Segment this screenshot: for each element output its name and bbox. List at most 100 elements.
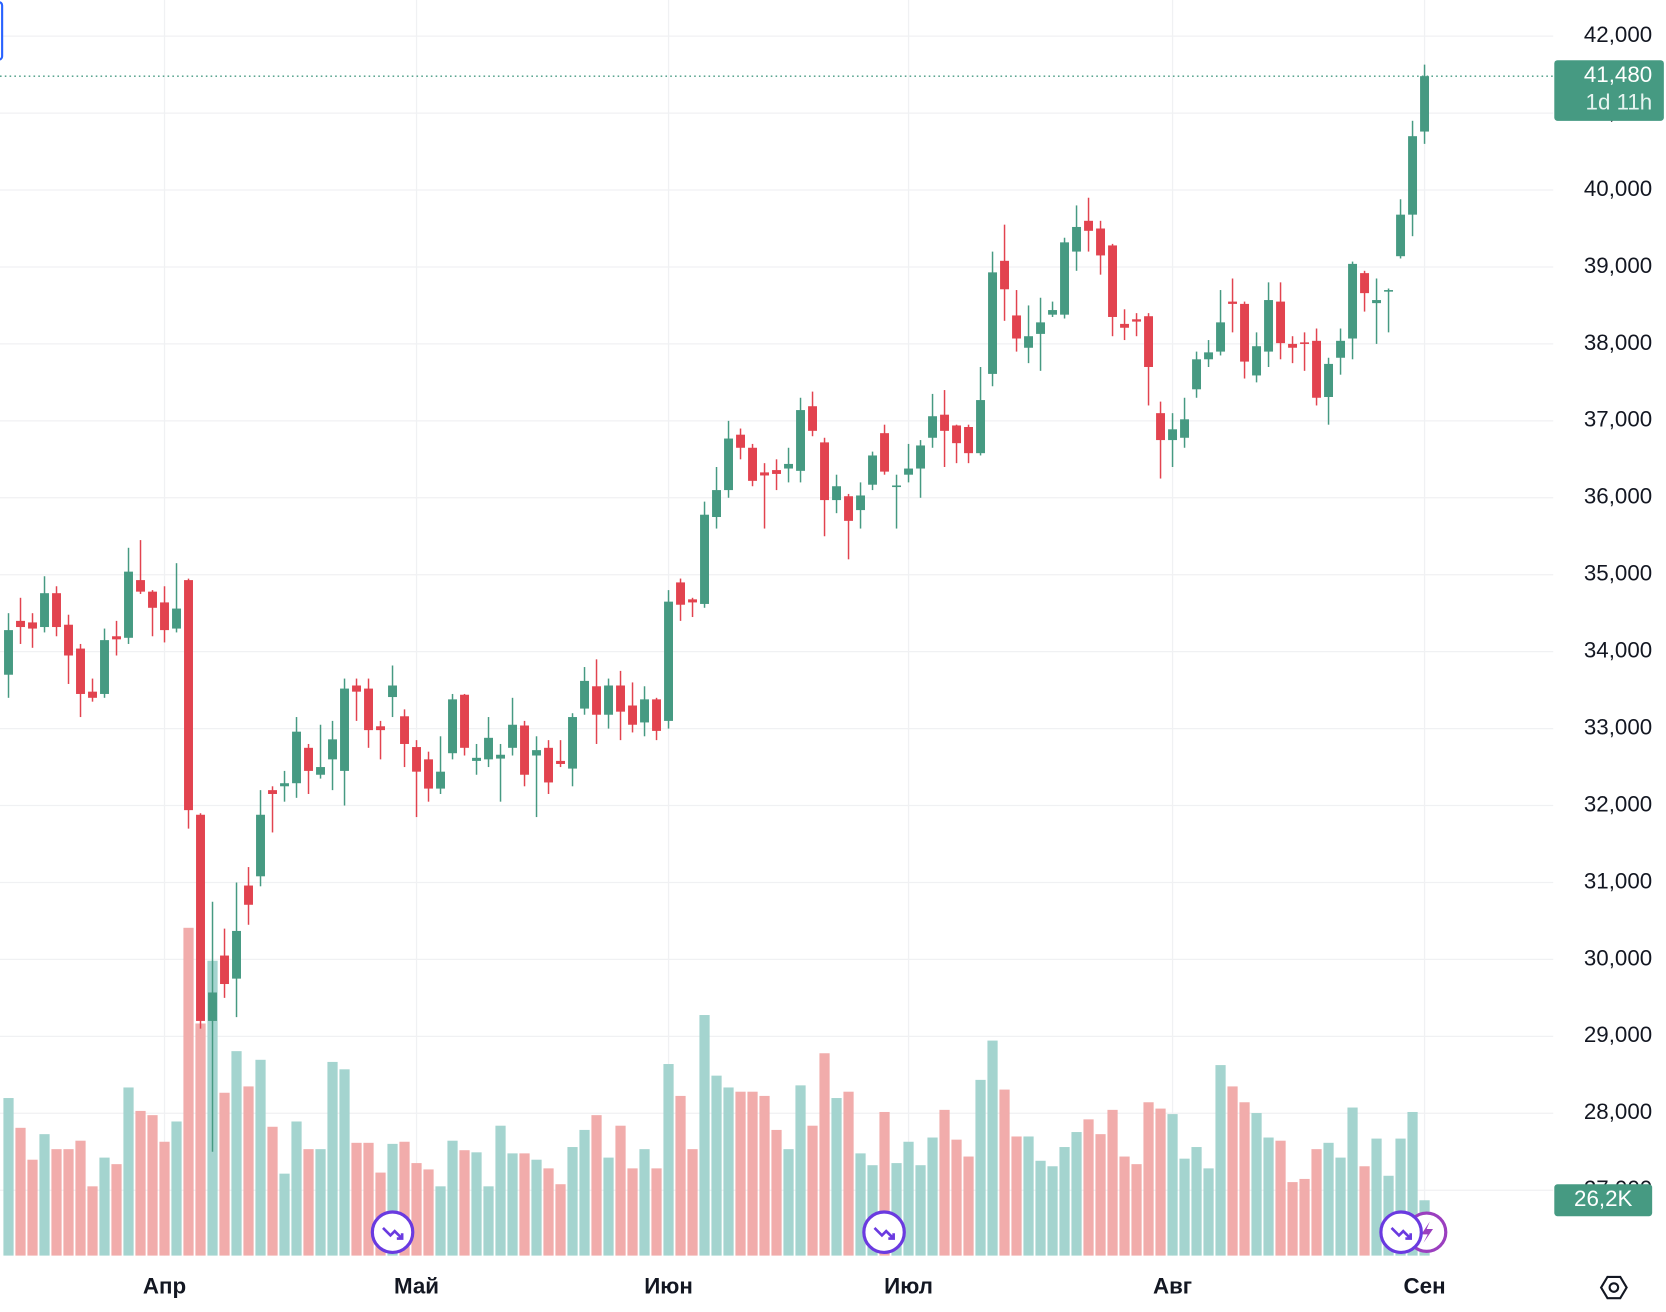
volume-bar	[975, 1079, 986, 1256]
volume-bar	[1323, 1142, 1334, 1256]
candle-body	[640, 699, 649, 723]
volume-bar	[675, 1095, 686, 1256]
candle-body	[556, 760, 565, 764]
candles	[4, 64, 1430, 1152]
candle-body	[712, 490, 721, 518]
candle-body	[1108, 245, 1118, 317]
volume-bar	[75, 1140, 86, 1256]
y-tick-label: 42,000	[1584, 22, 1652, 47]
candle-body	[328, 739, 337, 760]
volume-bar	[1035, 1160, 1046, 1256]
x-tick-label: Июл	[884, 1273, 933, 1298]
candle-body	[1348, 263, 1358, 339]
candle-body	[808, 406, 817, 431]
volume-bar	[1215, 1065, 1226, 1256]
volume-bar	[687, 1149, 698, 1256]
settings-icon[interactable]	[1599, 1275, 1628, 1300]
volume-bar	[303, 1149, 314, 1256]
volume-bar	[1083, 1119, 1094, 1256]
y-tick-label: 36,000	[1584, 484, 1652, 509]
volume-bar	[111, 1164, 122, 1256]
volume-bar	[579, 1129, 590, 1256]
candle-body	[1096, 228, 1106, 256]
candle-body	[232, 930, 241, 979]
y-tick-label: 35,000	[1584, 561, 1652, 586]
event-icon[interactable]	[1379, 1210, 1423, 1255]
candle-body	[172, 608, 181, 629]
candle-body	[724, 438, 733, 491]
volume-bar	[423, 1169, 434, 1256]
candle-body	[832, 486, 842, 501]
volume-bar	[783, 1149, 794, 1256]
candle-body	[544, 747, 553, 783]
volume-bar	[387, 1143, 398, 1256]
candle-body	[40, 593, 49, 628]
volume-bar	[291, 1121, 302, 1256]
candle-body	[28, 622, 37, 629]
volume-bar	[1335, 1157, 1346, 1256]
candle-body	[856, 495, 866, 511]
volume-bar	[1263, 1137, 1274, 1256]
volume-bar	[735, 1091, 746, 1256]
candle-body	[1204, 352, 1214, 360]
volume-bar	[1239, 1102, 1250, 1256]
event-icon[interactable]	[862, 1210, 906, 1255]
candle-body	[76, 648, 85, 694]
volume-bar	[1155, 1108, 1166, 1256]
volume-bar	[891, 1163, 902, 1256]
candle-body	[784, 463, 793, 469]
volume-bar	[327, 1061, 338, 1256]
x-tick-label: Май	[394, 1273, 439, 1298]
volume-bar	[1347, 1107, 1358, 1256]
volume-bar	[855, 1153, 866, 1256]
candle-body	[772, 470, 781, 474]
x-tick-label: Сен	[1404, 1273, 1446, 1298]
candle-body	[88, 691, 97, 698]
last-volume-box	[1554, 1184, 1653, 1217]
volume-bar	[1191, 1147, 1202, 1256]
candle-body	[268, 790, 277, 794]
volume-bar	[363, 1142, 374, 1256]
volume-bar	[903, 1141, 914, 1256]
candle-body	[1312, 340, 1322, 398]
event-icon[interactable]	[370, 1210, 415, 1255]
volume-bar	[267, 1126, 278, 1256]
volume-bar	[231, 1051, 242, 1256]
candle-body	[244, 885, 253, 905]
candle-body	[4, 630, 13, 675]
candle-body	[652, 699, 661, 731]
countdown-label: 1d 11h	[1586, 90, 1653, 115]
volume-bar	[507, 1153, 518, 1256]
volume-bar	[1395, 1138, 1406, 1256]
candle-body	[580, 680, 589, 709]
volume-bar	[1179, 1158, 1190, 1256]
candle-body	[664, 601, 673, 721]
volume-bar	[447, 1140, 458, 1256]
volume-bar	[195, 1023, 206, 1256]
candle-body	[376, 726, 385, 731]
candle-body	[916, 445, 926, 469]
volume-bar	[219, 1092, 230, 1256]
volume-bar	[483, 1186, 494, 1256]
volume-bar	[159, 1141, 170, 1256]
volume-bar	[867, 1165, 878, 1256]
volume-bar	[711, 1075, 722, 1256]
y-tick-label: 39,000	[1584, 253, 1652, 278]
candle-body	[1180, 419, 1190, 438]
candle-body	[52, 593, 61, 628]
volume-bar	[63, 1149, 74, 1256]
toolbar-edge[interactable]	[0, 1, 4, 61]
candle-body	[460, 694, 469, 748]
candle-body	[844, 496, 854, 521]
volume-bar	[651, 1168, 662, 1256]
volume-bar	[459, 1150, 470, 1256]
candle-body	[112, 636, 121, 640]
candle-body	[1396, 214, 1406, 257]
candle-body	[1384, 290, 1394, 292]
candle-body	[1120, 323, 1130, 328]
candle-body	[1264, 300, 1274, 352]
volume-bar	[987, 1040, 998, 1256]
candle-body	[256, 814, 265, 877]
event-icons[interactable]	[370, 1210, 1448, 1255]
